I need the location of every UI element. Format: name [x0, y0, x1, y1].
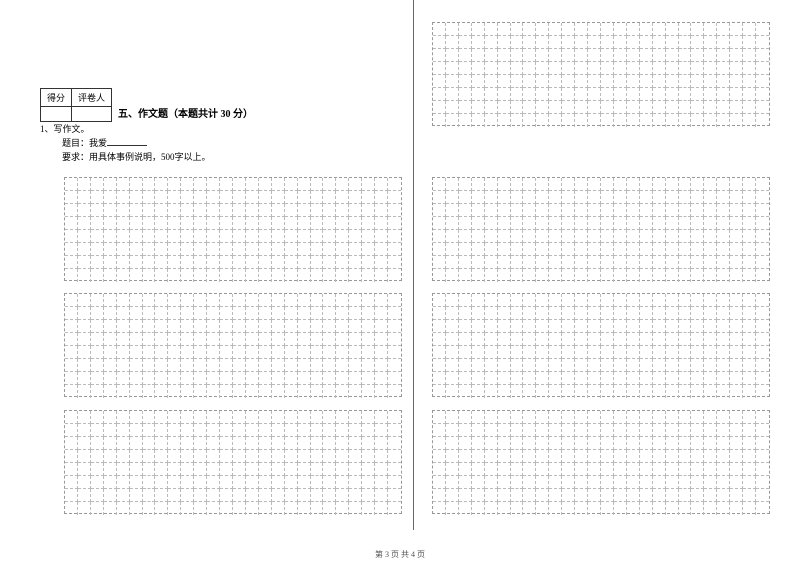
writing-grid-block — [64, 410, 402, 514]
page-divider — [413, 0, 414, 530]
grader-label: 评卷人 — [72, 89, 112, 107]
score-box: 得分 评卷人 — [40, 88, 112, 122]
writing-grid-block — [432, 177, 770, 281]
writing-grid-block — [432, 22, 770, 126]
score-label: 得分 — [41, 89, 72, 107]
writing-grid-block — [64, 293, 402, 397]
question-requirement: 要求：用具体事例说明，500字以上。 — [62, 150, 211, 163]
writing-grid-block — [64, 177, 402, 281]
topic-prefix: 题目：我爱 — [62, 138, 107, 148]
page-footer: 第 3 页 共 4 页 — [0, 549, 800, 560]
exam-page: 得分 评卷人 五、作文题（本题共计 30 分） 1、写作文。 题目：我爱 要求：… — [0, 0, 800, 565]
writing-grid-block — [432, 410, 770, 514]
section-title: 五、作文题（本题共计 30 分） — [118, 105, 253, 120]
writing-grid-block — [432, 293, 770, 397]
question-number: 1、写作文。 — [40, 122, 90, 135]
question-topic: 题目：我爱 — [62, 136, 147, 149]
topic-blank — [107, 137, 147, 146]
score-cell — [41, 107, 72, 122]
grader-cell — [72, 107, 112, 122]
